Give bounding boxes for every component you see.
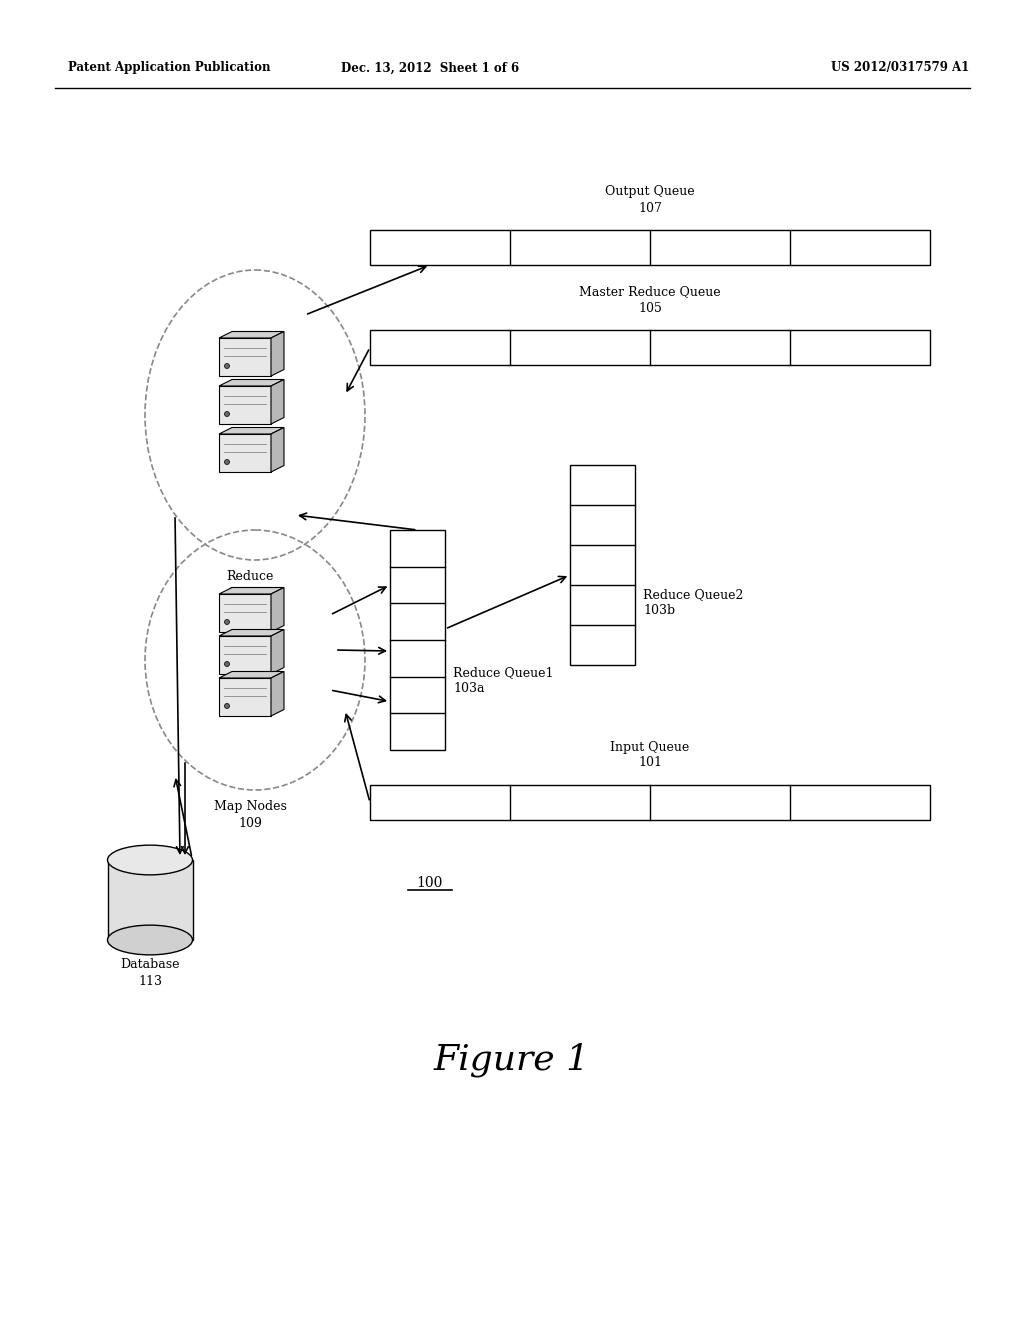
- Text: 105: 105: [638, 301, 662, 314]
- Polygon shape: [219, 587, 284, 594]
- Bar: [219, 385, 271, 424]
- Text: 101: 101: [638, 756, 662, 770]
- Bar: [370, 785, 930, 820]
- Polygon shape: [219, 380, 284, 385]
- Text: 107: 107: [638, 202, 662, 214]
- Circle shape: [224, 363, 229, 368]
- Polygon shape: [271, 587, 284, 632]
- Bar: [390, 531, 445, 750]
- Polygon shape: [271, 630, 284, 675]
- Bar: [219, 678, 271, 715]
- Circle shape: [224, 704, 229, 709]
- Bar: [108, 861, 193, 940]
- Polygon shape: [271, 331, 284, 376]
- Polygon shape: [271, 380, 284, 424]
- Polygon shape: [219, 672, 284, 678]
- Text: Nodes: Nodes: [229, 587, 270, 601]
- Text: 103a: 103a: [453, 682, 484, 696]
- Ellipse shape: [108, 925, 193, 954]
- Bar: [370, 230, 930, 265]
- Text: 103b: 103b: [643, 605, 675, 618]
- Circle shape: [224, 459, 229, 465]
- Bar: [219, 636, 271, 675]
- Text: Database: Database: [120, 958, 180, 972]
- Text: Map Nodes: Map Nodes: [214, 800, 287, 813]
- Bar: [219, 338, 271, 376]
- Text: Reduce Queue2: Reduce Queue2: [643, 589, 743, 602]
- Text: Dec. 13, 2012  Sheet 1 of 6: Dec. 13, 2012 Sheet 1 of 6: [341, 62, 519, 74]
- Bar: [219, 594, 271, 632]
- Text: Patent Application Publication: Patent Application Publication: [68, 62, 270, 74]
- Text: US 2012/0317579 A1: US 2012/0317579 A1: [830, 62, 969, 74]
- Polygon shape: [219, 331, 284, 338]
- Bar: [370, 330, 930, 366]
- Text: Input Queue: Input Queue: [610, 741, 689, 754]
- Polygon shape: [219, 630, 284, 636]
- Text: Output Queue: Output Queue: [605, 186, 695, 198]
- Text: 113: 113: [138, 975, 162, 987]
- Polygon shape: [271, 672, 284, 715]
- Text: 109: 109: [238, 817, 262, 830]
- Text: Master Reduce Queue: Master Reduce Queue: [580, 285, 721, 298]
- Text: 100: 100: [417, 876, 443, 890]
- Circle shape: [224, 661, 229, 667]
- Text: Reduce: Reduce: [226, 570, 273, 583]
- Polygon shape: [219, 428, 284, 434]
- Text: 111: 111: [238, 605, 262, 616]
- Bar: [570, 465, 635, 665]
- Circle shape: [224, 619, 229, 624]
- Ellipse shape: [108, 845, 193, 875]
- Circle shape: [224, 412, 229, 417]
- Text: Reduce Queue1: Reduce Queue1: [453, 667, 554, 680]
- Polygon shape: [271, 428, 284, 473]
- Bar: [219, 434, 271, 473]
- Text: Figure 1: Figure 1: [434, 1043, 590, 1077]
